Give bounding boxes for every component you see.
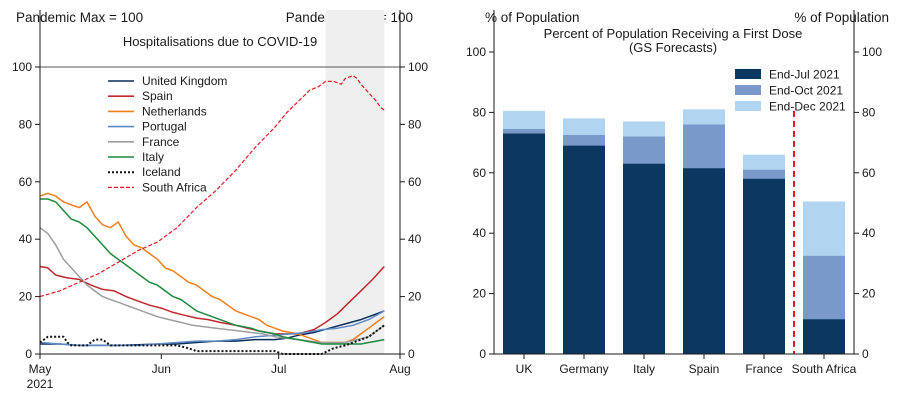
right-y-tick-label: 40 — [408, 232, 422, 246]
shaded-forecast-region — [325, 10, 385, 354]
right-y-tick-label: 20 — [862, 287, 876, 301]
x-tick-label-france: France — [745, 362, 783, 376]
series-line-spain — [39, 265, 385, 335]
series-line-italy — [40, 198, 385, 345]
right-y-tick-label: 80 — [862, 105, 876, 119]
right-chart-x-ticks: UK Germany Italy Spain France South Africa — [516, 354, 857, 376]
right-y-tick-label: 60 — [862, 166, 876, 180]
x-tick-label: May — [29, 362, 52, 376]
bar-south-africa-end-jul-2021 — [803, 319, 845, 354]
x-tick-label-spain: Spain — [689, 362, 720, 376]
x-tick-sublabel: 2021 — [27, 377, 54, 391]
series-line-south-africa — [39, 74, 385, 298]
bar-france-end-jul-2021 — [743, 178, 785, 354]
legend-swatch-end-jul-2021 — [735, 69, 761, 79]
right-y-tick-label: 0 — [862, 347, 869, 361]
legend-label-end-dec-2021: End-Dec 2021 — [769, 100, 846, 114]
right-chart-legend: End-Jul 2021 End-Oct 2021 End-Dec 2021 — [735, 68, 846, 114]
legend-label-netherlands: Netherlands — [142, 104, 207, 118]
right-chart-title: Percent of Population Receiving a First … — [544, 26, 803, 41]
legend-label-end-oct-2021: End-Oct 2021 — [769, 84, 843, 98]
left-y-tick-label: 0 — [25, 347, 32, 361]
x-tick-label-south-africa: South Africa — [792, 362, 857, 376]
right-chart-left-axis-label: % of Population — [485, 10, 580, 25]
x-tick-label: Jun — [152, 362, 171, 376]
legend-label-spain: Spain — [142, 89, 173, 103]
bar-uk-end-jul-2021 — [503, 133, 545, 354]
right-bars-group — [503, 109, 845, 355]
legend-label-italy: Italy — [142, 150, 164, 164]
left-y-tick-label: 80 — [473, 105, 487, 119]
right-chart-right-axis-label: % of Population — [794, 10, 889, 25]
right-y-tick-label: 20 — [408, 290, 422, 304]
right-chart-subtitle: (GS Forecasts) — [629, 40, 717, 55]
legend-swatch-end-dec-2021 — [735, 101, 761, 111]
legend-swatch-end-oct-2021 — [735, 85, 761, 95]
x-tick-label-germany: Germany — [559, 362, 608, 376]
left-y-tick-label: 20 — [473, 287, 487, 301]
first-dose-chart: % of Population % of Population Percent … — [466, 10, 889, 376]
left-y-tick-label: 100 — [12, 60, 32, 74]
left-chart-title: Hospitalisations due to COVID-19 — [123, 34, 317, 49]
legend-label-iceland: Iceland — [142, 165, 181, 179]
right-y-tick-label: 80 — [408, 117, 422, 131]
left-y-tick-label: 20 — [19, 290, 33, 304]
legend-label-france: France — [142, 135, 180, 149]
x-tick-label: Aug — [389, 362, 410, 376]
left-series-group — [39, 74, 385, 355]
left-y-tick-label: 40 — [19, 232, 33, 246]
bar-germany-end-jul-2021 — [563, 145, 605, 354]
x-tick-label-uk: UK — [516, 362, 533, 376]
x-tick-label: Jul — [271, 362, 286, 376]
hospitalisations-chart: Pandemic Max = 100 Pandemic Max = 100 Ho… — [12, 10, 428, 391]
legend-label-united-kingdom: United Kingdom — [142, 74, 227, 88]
left-chart-y-ticks: 0 0 20 20 40 40 60 60 80 80 100 100 — [12, 60, 428, 361]
left-y-tick-label: 60 — [473, 166, 487, 180]
series-line-portugal — [39, 310, 385, 347]
right-y-tick-label: 60 — [408, 175, 422, 189]
right-y-tick-label: 100 — [408, 60, 428, 74]
left-y-tick-label: 100 — [466, 45, 486, 59]
left-chart-left-axis-label: Pandemic Max = 100 — [16, 10, 143, 25]
right-y-tick-label: 100 — [862, 45, 882, 59]
right-y-tick-label: 0 — [408, 347, 415, 361]
bar-italy-end-jul-2021 — [623, 163, 665, 354]
left-y-tick-label: 60 — [19, 175, 33, 189]
bar-spain-end-jul-2021 — [683, 168, 725, 354]
left-y-tick-label: 40 — [473, 226, 487, 240]
left-y-tick-label: 80 — [19, 117, 33, 131]
legend-label-south-africa: South Africa — [142, 180, 207, 194]
legend-label-end-jul-2021: End-Jul 2021 — [769, 68, 840, 82]
left-y-tick-label: 0 — [479, 347, 486, 361]
series-line-france — [39, 227, 385, 344]
right-y-tick-label: 40 — [862, 226, 876, 240]
right-chart-y-ticks: 0 0 20 20 40 40 60 60 80 80 100 100 — [466, 45, 882, 361]
x-tick-label-italy: Italy — [633, 362, 655, 376]
legend-label-portugal: Portugal — [142, 120, 187, 134]
